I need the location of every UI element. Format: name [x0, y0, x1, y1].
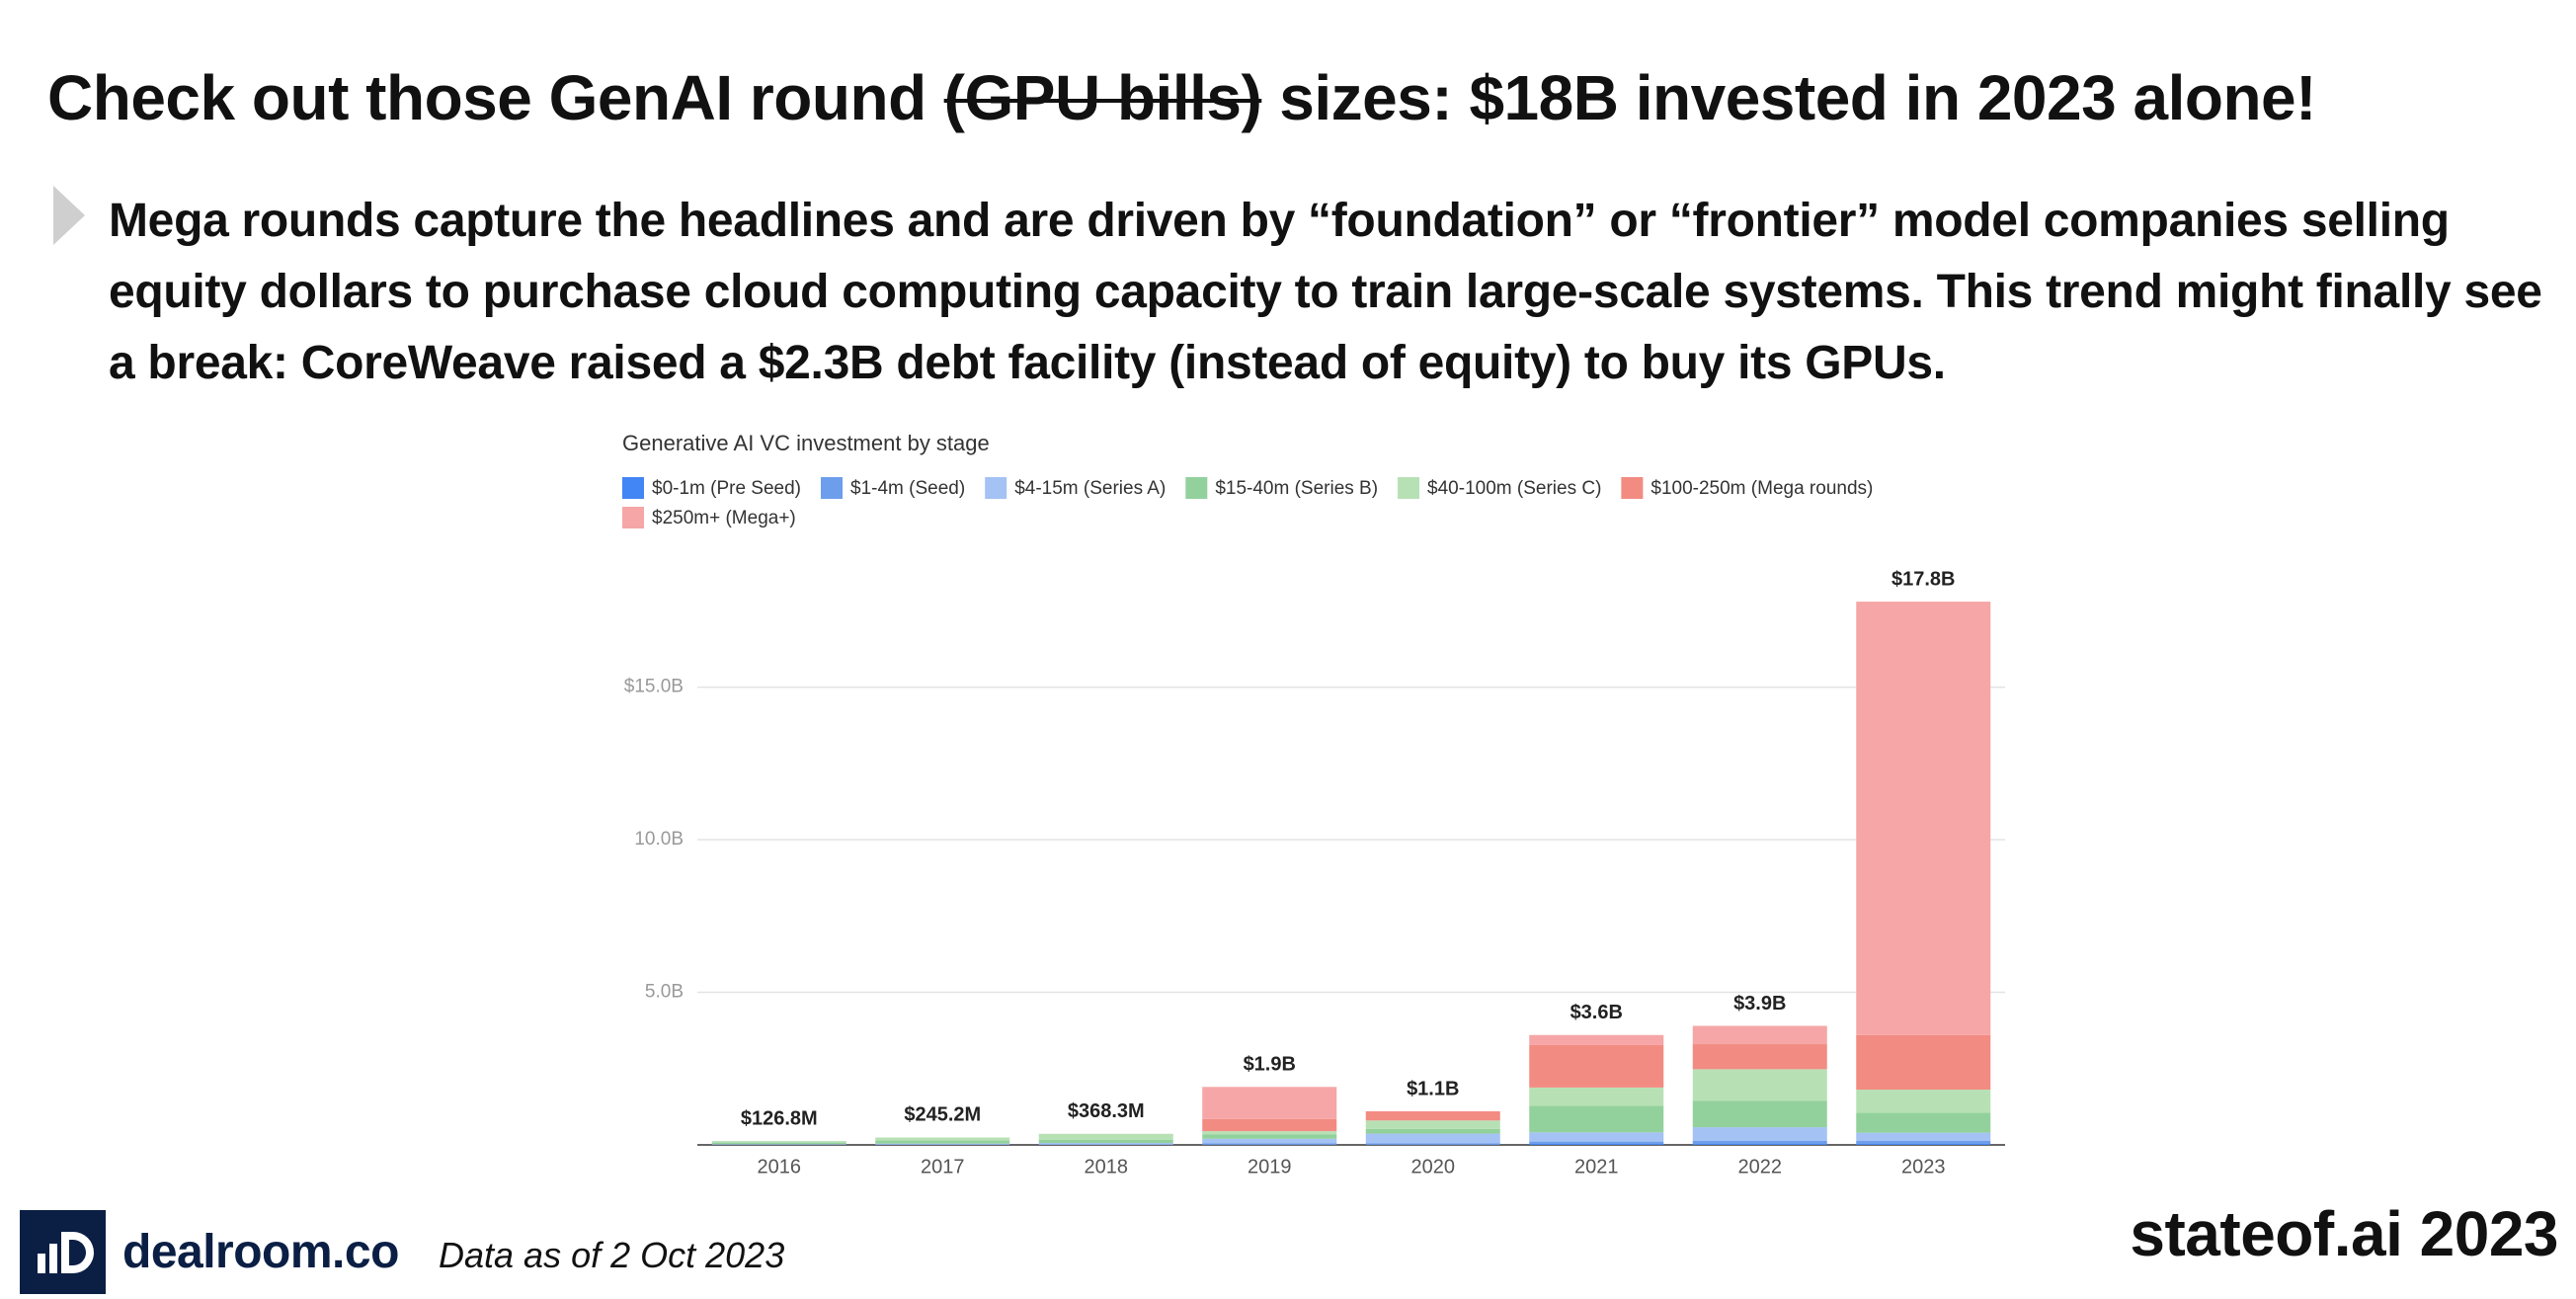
legend-label: $4-15m (Series A): [1014, 478, 1166, 499]
x-tick-label: 2017: [921, 1156, 965, 1177]
legend-label: $1-4m (Seed): [850, 478, 965, 499]
bar-segment: [1856, 1090, 1990, 1112]
bar-segment: [1693, 1127, 1827, 1141]
bar-segment: [1202, 1143, 1336, 1144]
bar-segment: [1856, 1113, 1990, 1133]
data-note: Data as of 2 Oct 2023: [439, 1235, 784, 1276]
bar-segment: [1693, 1144, 1827, 1145]
brand: dealroom.co: [122, 1225, 399, 1279]
x-tick-label: 2021: [1574, 1156, 1619, 1177]
bar-segment: [1366, 1143, 1500, 1144]
total-label: $17.8B: [1892, 568, 1956, 590]
y-tick-label: 5.0B: [645, 982, 684, 1003]
bar-segment: [1366, 1134, 1500, 1144]
x-tick-label: 2018: [1085, 1156, 1129, 1177]
bar-segment: [1693, 1100, 1827, 1127]
bar-segment: [1202, 1134, 1336, 1139]
bar-segment: [1856, 1035, 1990, 1090]
logo: [20, 1210, 106, 1294]
bar-segment: [1366, 1129, 1500, 1134]
bar-segment: [1856, 602, 1990, 1035]
legend-swatch: [1621, 477, 1643, 499]
legend-label: $250m+ (Mega+): [652, 508, 796, 528]
x-tick-label: 2023: [1901, 1156, 1946, 1177]
bar-segment: [1693, 1069, 1827, 1100]
bar-segment: [1693, 1044, 1827, 1069]
bar-segment: [712, 1144, 846, 1145]
legend-swatch: [622, 507, 644, 528]
x-tick-label: 2022: [1738, 1156, 1783, 1177]
total-label: $245.2M: [904, 1104, 981, 1126]
bar-segment: [712, 1143, 846, 1145]
bar-segment: [1856, 1144, 1990, 1145]
bar-segment: [1693, 1026, 1827, 1045]
bar-segment: [1693, 1141, 1827, 1144]
bar-segment: [875, 1144, 1009, 1145]
total-label: $126.8M: [741, 1107, 818, 1129]
bar-segment: [1529, 1142, 1663, 1144]
legend-label: $100-250m (Mega rounds): [1650, 478, 1873, 499]
total-label: $3.6B: [1570, 1002, 1623, 1023]
bar-segment: [1529, 1045, 1663, 1088]
bar-segment: [712, 1141, 846, 1143]
total-label: $1.9B: [1244, 1054, 1296, 1076]
x-tick-label: 2019: [1248, 1156, 1292, 1177]
bar-segment: [1039, 1140, 1173, 1143]
bar-segment: [1366, 1111, 1500, 1120]
legend-swatch: [1185, 477, 1207, 499]
bar-segment: [1366, 1120, 1500, 1129]
legend-swatch: [985, 477, 1006, 499]
legend-swatch: [1398, 477, 1419, 499]
bar-segment: [1529, 1105, 1663, 1132]
chart-title: Generative AI VC investment by stage: [622, 431, 990, 455]
bar-segment: [1529, 1144, 1663, 1145]
x-tick-label: 2020: [1411, 1156, 1456, 1177]
total-label: $368.3M: [1068, 1100, 1145, 1122]
bar-segment: [1039, 1134, 1173, 1140]
bar-segment: [1202, 1087, 1336, 1118]
x-tick-label: 2016: [758, 1156, 802, 1177]
bar-segment: [1202, 1139, 1336, 1144]
legend-swatch: [622, 477, 644, 499]
bar-segment: [1856, 1133, 1990, 1141]
bar-segment: [1529, 1132, 1663, 1141]
bar-segment: [1202, 1131, 1336, 1134]
bar-segment: [1856, 1141, 1990, 1144]
bar-segment: [1529, 1035, 1663, 1045]
logo-icon: [20, 1210, 106, 1294]
legend-label: $0-1m (Pre Seed): [652, 478, 801, 499]
legend-label: $15-40m (Series B): [1215, 478, 1378, 499]
bar-segment: [875, 1137, 1009, 1140]
bar-segment: [875, 1141, 1009, 1144]
bar-segment: [1529, 1088, 1663, 1106]
legend-label: $40-100m (Series C): [1427, 478, 1601, 499]
total-label: $1.1B: [1407, 1078, 1459, 1099]
y-tick-label: $15.0B: [624, 677, 684, 697]
source: stateof.ai 2023: [2130, 1197, 2558, 1270]
bar-segment: [1039, 1143, 1173, 1145]
legend-swatch: [821, 477, 843, 499]
bar-segment: [1202, 1119, 1336, 1131]
total-label: $3.9B: [1733, 993, 1786, 1015]
y-tick-label: 10.0B: [634, 829, 684, 850]
